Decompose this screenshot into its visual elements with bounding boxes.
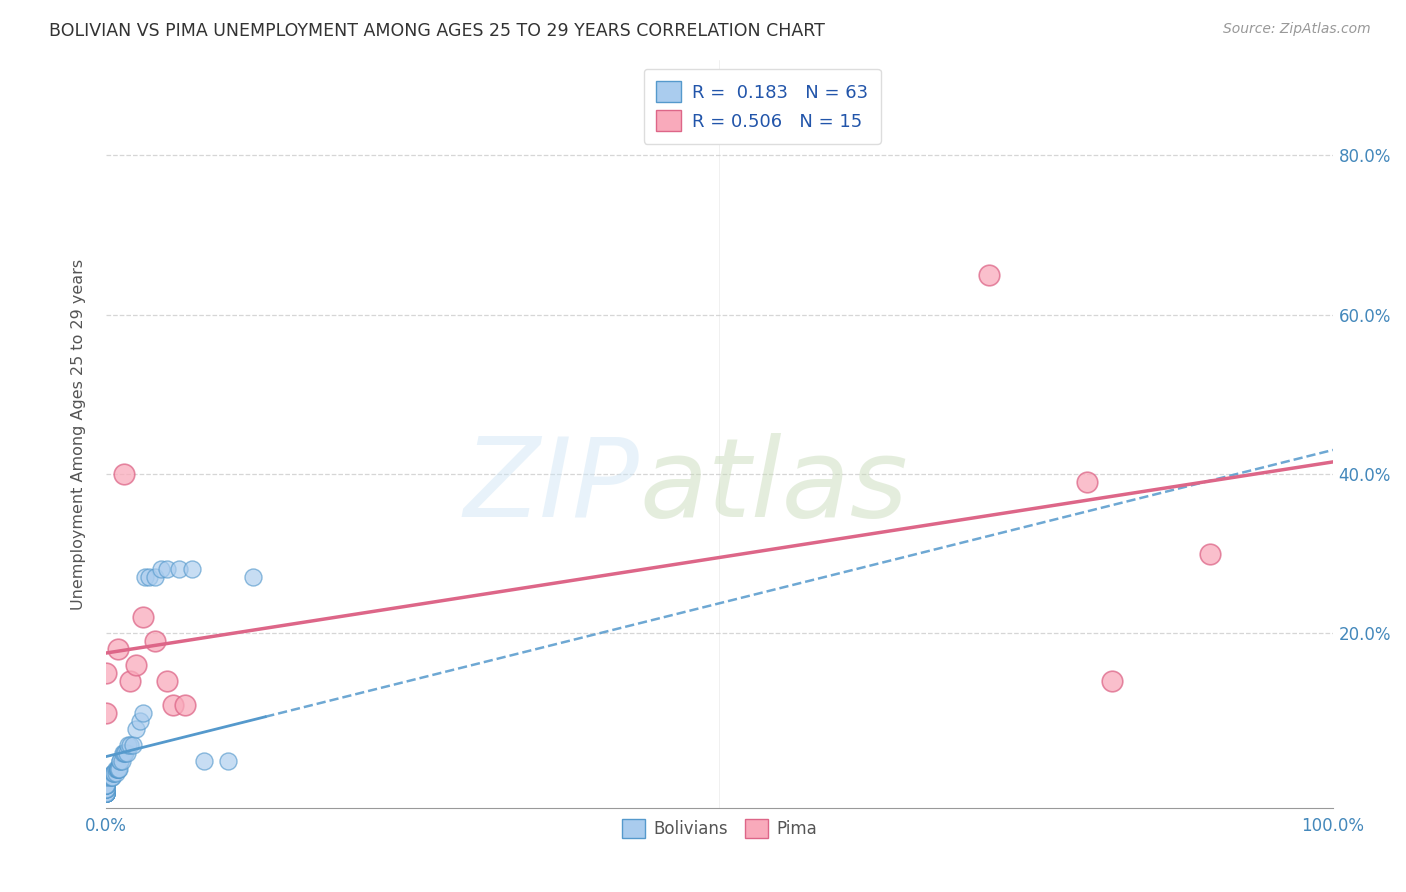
Point	[143, 570, 166, 584]
Point	[112, 746, 135, 760]
Point	[101, 770, 124, 784]
Point	[193, 754, 215, 768]
Point	[94, 785, 117, 799]
Point	[94, 781, 117, 796]
Point	[156, 673, 179, 688]
Point	[1076, 475, 1098, 489]
Point	[100, 770, 122, 784]
Point	[117, 738, 139, 752]
Point	[94, 778, 117, 792]
Point	[114, 746, 136, 760]
Text: Source: ZipAtlas.com: Source: ZipAtlas.com	[1223, 22, 1371, 37]
Point	[94, 785, 117, 799]
Point	[101, 765, 124, 780]
Point	[120, 673, 142, 688]
Point	[94, 781, 117, 796]
Point	[94, 785, 117, 799]
Point	[94, 665, 117, 680]
Point	[125, 658, 148, 673]
Text: ZIP: ZIP	[464, 433, 640, 540]
Point	[242, 570, 264, 584]
Point	[94, 781, 117, 796]
Point	[104, 765, 127, 780]
Point	[94, 770, 117, 784]
Point	[94, 785, 117, 799]
Point	[180, 562, 202, 576]
Point	[101, 765, 124, 780]
Point	[94, 785, 117, 799]
Point	[129, 714, 152, 728]
Point	[94, 778, 117, 792]
Point	[134, 570, 156, 584]
Point	[217, 754, 239, 768]
Point	[94, 785, 117, 799]
Point	[98, 770, 121, 784]
Point	[94, 785, 117, 799]
Point	[143, 634, 166, 648]
Point	[94, 785, 117, 799]
Legend: Bolivians, Pima: Bolivians, Pima	[614, 813, 824, 845]
Point	[107, 762, 129, 776]
Point	[111, 746, 134, 760]
Point	[131, 706, 153, 720]
Point	[120, 738, 142, 752]
Point	[174, 698, 197, 712]
Point	[138, 570, 160, 584]
Point	[107, 762, 129, 776]
Point	[156, 562, 179, 576]
Point	[94, 706, 117, 720]
Point	[101, 770, 124, 784]
Point	[169, 562, 191, 576]
Point	[111, 754, 134, 768]
Point	[108, 762, 131, 776]
Point	[110, 754, 132, 768]
Point	[94, 785, 117, 799]
Point	[125, 722, 148, 736]
Point	[94, 781, 117, 796]
Text: atlas: atlas	[640, 433, 908, 540]
Point	[107, 642, 129, 657]
Point	[94, 778, 117, 792]
Point	[107, 762, 129, 776]
Point	[103, 765, 125, 780]
Point	[162, 698, 184, 712]
Point	[107, 762, 129, 776]
Point	[94, 785, 117, 799]
Point	[979, 268, 1001, 282]
Point	[112, 467, 135, 481]
Point	[94, 785, 117, 799]
Point	[131, 610, 153, 624]
Point	[121, 738, 143, 752]
Point	[94, 778, 117, 792]
Y-axis label: Unemployment Among Ages 25 to 29 years: Unemployment Among Ages 25 to 29 years	[72, 259, 86, 609]
Point	[115, 746, 138, 760]
Point	[1101, 673, 1123, 688]
Point	[94, 785, 117, 799]
Point	[94, 785, 117, 799]
Point	[94, 785, 117, 799]
Point	[149, 562, 172, 576]
Point	[1199, 547, 1222, 561]
Text: BOLIVIAN VS PIMA UNEMPLOYMENT AMONG AGES 25 TO 29 YEARS CORRELATION CHART: BOLIVIAN VS PIMA UNEMPLOYMENT AMONG AGES…	[49, 22, 825, 40]
Point	[94, 785, 117, 799]
Point	[94, 778, 117, 792]
Point	[104, 762, 127, 776]
Point	[110, 754, 132, 768]
Point	[105, 762, 128, 776]
Point	[94, 785, 117, 799]
